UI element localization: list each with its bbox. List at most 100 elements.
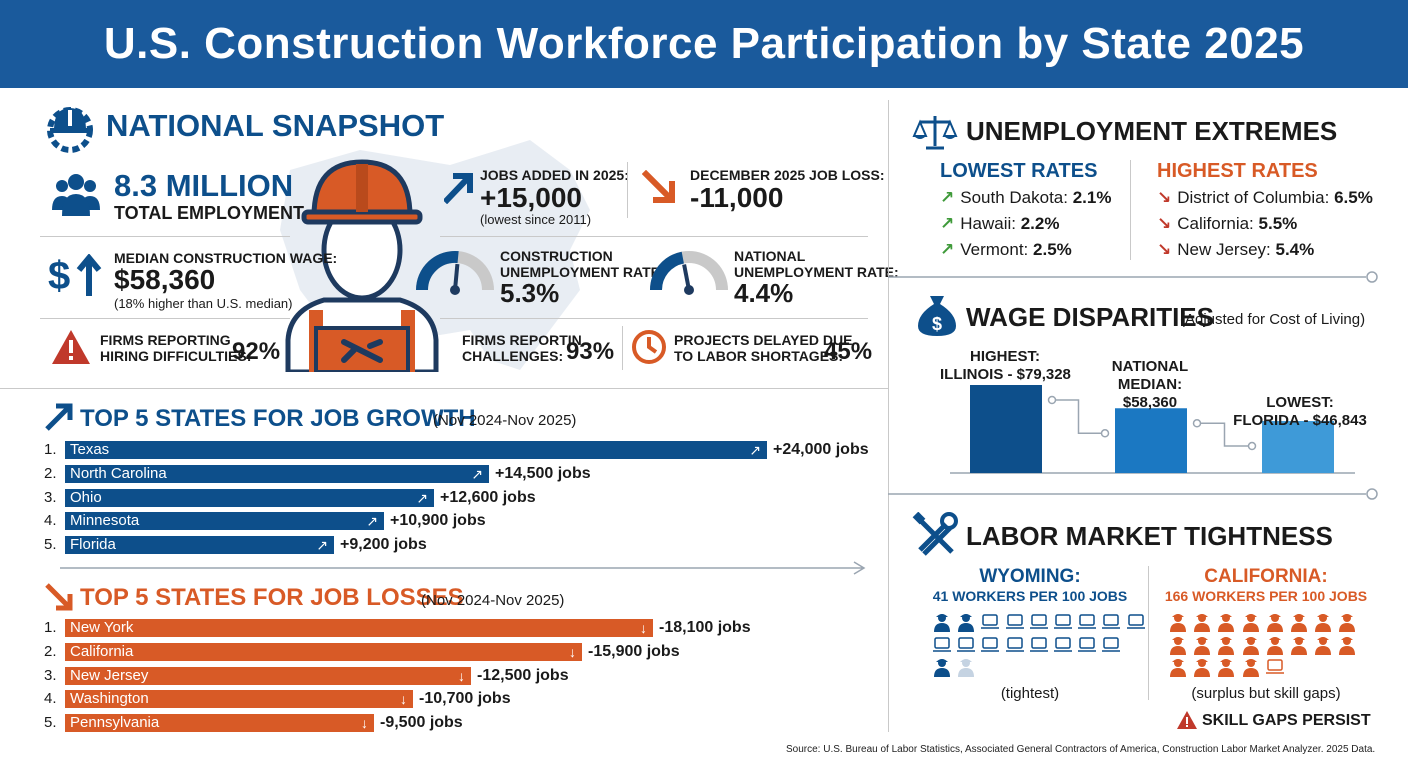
hiring-label-1: FIRMS REPORTING bbox=[100, 332, 231, 348]
wyoming-job-icon bbox=[1053, 635, 1073, 655]
wage-median-label-3: $58,360 bbox=[1122, 394, 1178, 411]
wyoming-note: (tightest) bbox=[1000, 685, 1060, 702]
wyoming-job-icon bbox=[980, 612, 1000, 632]
california-worker-icon bbox=[1192, 657, 1212, 677]
trend-up-icon bbox=[444, 173, 473, 204]
tools-icon bbox=[912, 512, 958, 556]
arrow-down-right-icon: ↘ bbox=[1157, 240, 1172, 259]
highest-rate-item: ↘ District of Columbia: 6.5% bbox=[1157, 185, 1373, 211]
wyoming-job-icon bbox=[1077, 612, 1097, 632]
california-worker-icon bbox=[1192, 612, 1212, 632]
california-worker-icon bbox=[1192, 635, 1212, 655]
loss-bar: New York ↓ bbox=[65, 619, 653, 637]
constr-unemp-value: 5.3% bbox=[500, 278, 560, 308]
wage-median-label-2: MEDIAN: bbox=[1117, 376, 1183, 393]
california-worker-icon bbox=[1168, 657, 1188, 677]
arrow-up-right-icon: ↗ bbox=[940, 240, 955, 259]
loss-rank: 1. bbox=[44, 619, 57, 636]
clock-icon bbox=[632, 330, 666, 364]
divider bbox=[440, 318, 868, 319]
wyoming-job-icon bbox=[1126, 612, 1146, 632]
nat-unemp-value: 4.4% bbox=[734, 278, 794, 308]
wage-median-label-1: NATIONAL bbox=[1111, 358, 1189, 375]
loss-bar: California ↓ bbox=[65, 642, 582, 661]
snapshot-heading: NATIONAL SNAPSHOT bbox=[106, 108, 445, 143]
loss-bar: New Jersey ↓ bbox=[65, 666, 471, 685]
arrow-down-icon: ↓ bbox=[569, 643, 576, 660]
arrow-up-right-icon: ↗ bbox=[416, 489, 428, 506]
wyoming-subtitle: 41 WORKERS PER 100 JOBS bbox=[932, 588, 1128, 604]
divider-line bbox=[888, 271, 1378, 283]
growth-value-label: +9,200 jobs bbox=[340, 536, 427, 554]
divider bbox=[627, 162, 628, 218]
california-worker-icon bbox=[1337, 635, 1357, 655]
national-unemployment-gauge bbox=[650, 251, 728, 295]
divider bbox=[40, 318, 290, 319]
wages-heading: WAGE DISPARITIES bbox=[966, 302, 1214, 332]
arrow-up-right-icon: ↗ bbox=[316, 537, 328, 554]
california-worker-icon bbox=[1241, 612, 1261, 632]
highest-state: New Jersey: bbox=[1177, 240, 1276, 259]
highest-rate: 5.5% bbox=[1258, 214, 1298, 233]
loss-value-label: -18,100 jobs bbox=[659, 619, 751, 636]
divider-line bbox=[888, 488, 1378, 500]
wage-highest-label-1: HIGHEST: bbox=[969, 348, 1040, 365]
challenges-label-1: FIRMS REPORTIN bbox=[462, 332, 582, 348]
highest-rate: 5.4% bbox=[1275, 240, 1315, 259]
highest-state: District of Columbia: bbox=[1177, 188, 1335, 207]
wyoming-worker-icon bbox=[956, 612, 976, 632]
loss-value-label: -10,700 jobs bbox=[419, 690, 511, 708]
growth-rank: 1. bbox=[44, 441, 57, 458]
nat-unemp-label-1: NATIONAL bbox=[734, 248, 806, 264]
divider bbox=[1148, 566, 1149, 700]
growth-state-label: Texas bbox=[70, 441, 110, 458]
california-worker-icon bbox=[1241, 657, 1261, 677]
wage-connector bbox=[1052, 399, 1105, 435]
delayed-value: 45% bbox=[824, 338, 873, 365]
arrow-down-icon: ↓ bbox=[458, 667, 465, 684]
dec-loss-value: -11,000 bbox=[690, 182, 784, 213]
title-bar bbox=[0, 0, 1408, 88]
growth-value-label: +24,000 jobs bbox=[773, 441, 869, 458]
warning-icon bbox=[52, 330, 90, 364]
lowest-rate-item: ↗ Hawaii: 2.2% bbox=[940, 211, 1111, 237]
divider bbox=[622, 326, 623, 370]
lowest-rate-item: ↗ South Dakota: 2.1% bbox=[940, 185, 1111, 211]
california-worker-icon bbox=[1216, 635, 1236, 655]
arrow-down-icon: ↓ bbox=[361, 715, 368, 732]
column-divider bbox=[888, 100, 889, 732]
growth-rank: 4. bbox=[44, 512, 57, 530]
wage-lowest-label-2: FLORIDA - $46,843 bbox=[1233, 412, 1367, 429]
arrow-down-icon: ↓ bbox=[640, 620, 647, 636]
skill-gaps-warning: SKILL GAPS PERSIST bbox=[1202, 712, 1371, 729]
divider bbox=[0, 388, 888, 389]
wyoming-job-icon bbox=[932, 635, 952, 655]
scales-icon bbox=[912, 116, 958, 150]
wyoming-job-icon bbox=[1029, 635, 1049, 655]
wage-connector-dot bbox=[1247, 441, 1257, 451]
growth-value-label: +14,500 jobs bbox=[495, 464, 591, 482]
loss-rank: 2. bbox=[44, 642, 57, 660]
wyoming-job-icon bbox=[1029, 612, 1049, 632]
divider bbox=[40, 236, 290, 237]
median-wage-label: MEDIAN CONSTRUCTION WAGE: bbox=[114, 250, 338, 266]
california-note: (surplus but skill gaps) bbox=[1191, 685, 1341, 702]
california-worker-icon bbox=[1168, 635, 1188, 655]
delayed-label-2: TO LABOR SHORTAGES: bbox=[674, 348, 844, 364]
loss-state-label: California bbox=[70, 642, 134, 660]
growth-bar: Ohio ↗ bbox=[65, 488, 434, 507]
wyoming-job-icon bbox=[980, 635, 1000, 655]
highest-rate-item: ↘ New Jersey: 5.4% bbox=[1157, 237, 1373, 263]
wyoming-title: WYOMING: bbox=[979, 566, 1081, 587]
california-worker-icon bbox=[1216, 612, 1236, 632]
california-worker-icon bbox=[1313, 612, 1333, 632]
growth-heading: TOP 5 STATES FOR JOB GROWTH bbox=[80, 405, 476, 432]
growth-state-label: North Carolina bbox=[70, 464, 167, 482]
highest-rates-list: ↘ District of Columbia: 6.5% ↘ California: … bbox=[1157, 185, 1373, 263]
wyoming-job-icon bbox=[1101, 635, 1121, 655]
arrow-up-right-icon: ↗ bbox=[940, 188, 955, 207]
highest-rate: 6.5% bbox=[1334, 188, 1373, 207]
loss-state-label: New York bbox=[70, 619, 134, 636]
arrow-down-icon: ↓ bbox=[400, 691, 407, 708]
divider-arrow bbox=[60, 561, 866, 575]
